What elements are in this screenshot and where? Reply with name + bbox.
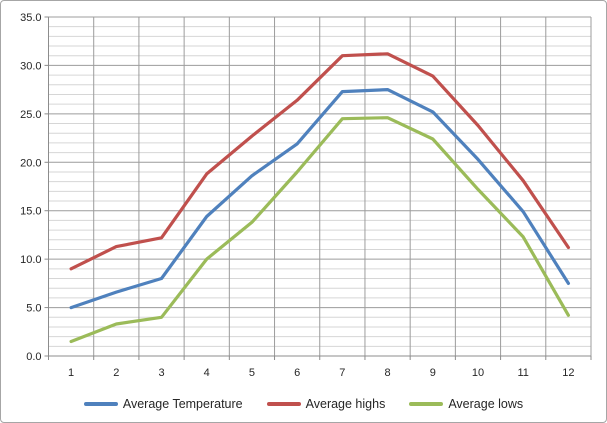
series-line-average-temperature <box>69 87 571 310</box>
y-axis-label: 20.0 <box>20 157 41 169</box>
legend-item-average-temperature[interactable]: Average Temperature <box>83 397 243 411</box>
x-axis-label: 8 <box>385 367 391 379</box>
x-axis-label: 12 <box>562 367 574 379</box>
x-axis-label: 11 <box>517 367 528 379</box>
x-axis-label: 3 <box>158 367 164 379</box>
legend-item-average-lows[interactable]: Average lows <box>409 397 523 411</box>
legend-label: Average lows <box>448 397 524 411</box>
y-axis-label: 35.0 <box>20 12 41 24</box>
legend-label: Average highs <box>305 397 386 411</box>
x-axis-label: 7 <box>339 367 345 379</box>
x-axis-label: 5 <box>249 367 255 379</box>
legend-label: Average Temperature <box>122 397 243 411</box>
legend-item-average-highs[interactable]: Average highs <box>266 397 386 411</box>
x-axis-label: 2 <box>113 367 119 379</box>
series-line-average-highs <box>69 52 571 271</box>
legend-line-swatch <box>409 402 444 406</box>
series-line-average-lows <box>69 116 571 344</box>
legend-line-swatch <box>83 402 118 406</box>
y-axis-label: 5.0 <box>26 303 41 315</box>
x-axis-label: 6 <box>294 367 300 379</box>
x-axis-label: 10 <box>472 367 484 379</box>
x-axis-label: 1 <box>68 367 74 379</box>
y-axis-label: 15.0 <box>20 206 41 218</box>
chart-legend: Average Temperature Average highs Average … <box>1 394 606 414</box>
legend-line-swatch <box>266 402 301 406</box>
y-axis-label: 30.0 <box>20 60 41 72</box>
x-axis-label: 9 <box>430 367 436 379</box>
x-axis-label: 4 <box>204 367 210 379</box>
y-axis-label: 10.0 <box>20 254 41 266</box>
y-axis-label: 25.0 <box>20 109 41 121</box>
y-axis-label: 0.0 <box>26 351 41 363</box>
